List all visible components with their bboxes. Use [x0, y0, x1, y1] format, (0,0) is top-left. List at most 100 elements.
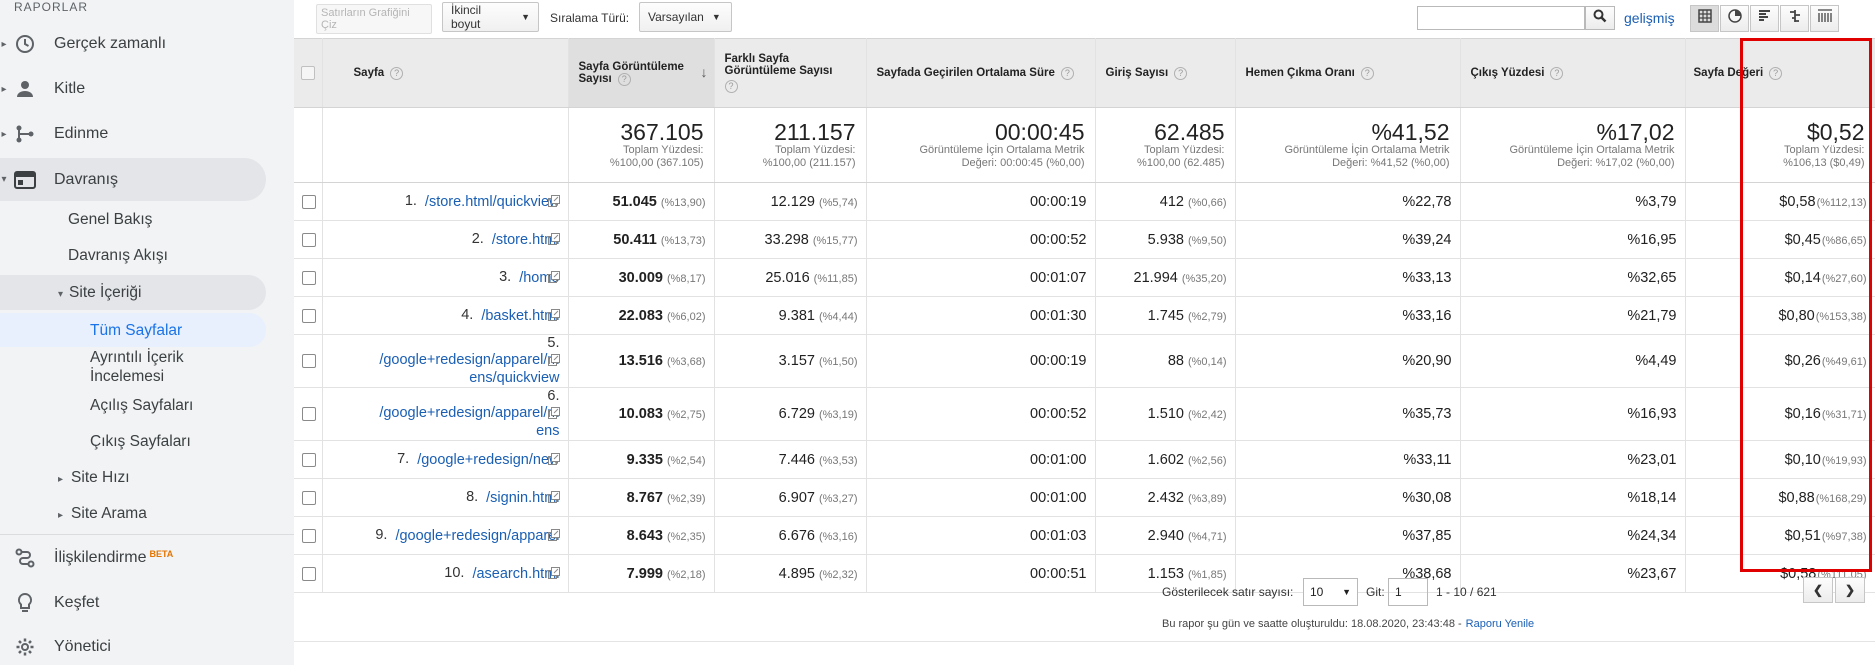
advanced-filter-link[interactable]: gelişmiş	[1624, 10, 1675, 26]
goto-page-input[interactable]: 1	[1388, 578, 1428, 606]
row-checkbox[interactable]	[302, 232, 316, 247]
page-cell: 10. /asearch.html	[322, 554, 569, 593]
page-value: $0,45	[1784, 231, 1821, 248]
refresh-report-link[interactable]: Raporu Yenile	[1465, 618, 1535, 630]
page-link[interactable]: /google+redesign/apparel/mens/quickview	[379, 352, 560, 386]
open-page-icon[interactable]	[547, 566, 560, 583]
column-header-entrances[interactable]: Giriş Sayısı?	[1095, 38, 1236, 108]
page-value-cell: $0,16(%31,71)	[1685, 387, 1875, 441]
row-checkbox[interactable]	[302, 452, 316, 467]
help-icon[interactable]: ?	[1769, 66, 1783, 80]
page-link[interactable]: /asearch.html	[472, 565, 560, 582]
open-page-icon[interactable]	[547, 452, 560, 469]
exit-pct-cell: %23,01	[1460, 440, 1686, 479]
performance-view-button[interactable]	[1750, 5, 1779, 32]
page-link[interactable]: /google+redesign/apparel/mens	[379, 405, 560, 439]
column-header-page[interactable]: Sayfa?	[322, 38, 569, 108]
page-value-pct: (%153,38)	[1815, 310, 1867, 323]
sidebar-item-content-drilldown[interactable]: Ayrıntılı İçerik İncelemesi	[90, 349, 184, 385]
column-header-pageviews[interactable]: Sayfa Görüntüleme Sayısı? ↓	[568, 38, 715, 108]
entrances-pct: (%2,42)	[1187, 409, 1227, 421]
report-table-container: Sayfa? Sayfa Görüntüleme Sayısı? ↓ Farklı…	[294, 38, 1875, 593]
open-page-icon[interactable]	[547, 528, 560, 545]
page-link[interactable]: /google+redesign/apparel	[395, 527, 560, 544]
row-checkbox-cell	[294, 387, 323, 441]
sidebar-item-site-speed[interactable]: ▸ Site Hızı	[58, 468, 130, 489]
sidebar-item-all-pages[interactable]: Tüm Sayfalar	[0, 313, 266, 347]
entrances-cell: 2.940 (%4,71)	[1095, 516, 1236, 555]
sidebar-item-realtime[interactable]: ▸ Gerçek zamanlı	[0, 24, 294, 64]
row-checkbox-cell	[294, 334, 323, 388]
help-icon[interactable]: ?	[390, 66, 404, 80]
sidebar-item-behavior-flow[interactable]: Davranış Akışı	[68, 247, 168, 264]
page-link[interactable]: /store.html	[491, 231, 560, 248]
column-header-label: Hemen Çıkma Oranı	[1245, 66, 1355, 79]
sidebar-item-behavior[interactable]: ▾ Davranış	[0, 158, 266, 201]
sidebar-item-landing-pages[interactable]: Açılış Sayfaları	[90, 397, 194, 414]
column-header-page-value[interactable]: Sayfa Değeri?	[1685, 38, 1875, 108]
column-header-unique-pageviews[interactable]: Farklı Sayfa Görüntüleme Sayısı?	[714, 38, 867, 108]
sidebar-item-audience[interactable]: ▸ Kitle	[0, 69, 294, 109]
open-page-icon[interactable]	[547, 490, 560, 507]
pageviews-cell: 13.516 (%3,68)	[568, 334, 715, 388]
column-header-bounce-rate[interactable]: Hemen Çıkma Oranı?	[1235, 38, 1461, 108]
pie-view-button[interactable]	[1720, 5, 1749, 32]
help-icon[interactable]: ?	[724, 80, 738, 93]
sidebar-item-attribution[interactable]: İlişkilendirme BETA	[0, 538, 294, 578]
comparison-view-button[interactable]	[1780, 5, 1809, 32]
row-checkbox[interactable]	[302, 194, 316, 209]
help-icon[interactable]: ?	[1550, 66, 1564, 80]
row-checkbox[interactable]	[302, 270, 316, 285]
search-button[interactable]	[1585, 6, 1615, 30]
row-checkbox[interactable]	[302, 308, 316, 323]
total-page-value: $0,52 Toplam Yüzdesi: %106,13 ($0,49)	[1685, 107, 1875, 183]
page-link[interactable]: /basket.html	[481, 307, 560, 324]
open-page-icon[interactable]	[547, 270, 560, 287]
page-link[interactable]: /store.html/quickview	[424, 193, 560, 210]
sidebar-item-site-search[interactable]: ▸ Site Arama	[58, 504, 147, 525]
sidebar-item-label: Site Arama	[71, 505, 147, 522]
open-page-icon[interactable]	[547, 232, 560, 249]
rows-per-page-select[interactable]: 10 ▼	[1303, 578, 1358, 606]
row-checkbox[interactable]	[302, 528, 316, 543]
entrances-value: 1.745	[1147, 307, 1184, 324]
caret-right-icon: ▸	[1, 83, 7, 95]
unique-pageviews-value: 6.676	[778, 527, 815, 544]
secondary-dimension-dropdown[interactable]: İkincil boyut ▼	[442, 2, 539, 32]
column-header-label: Sayfada Geçirilen Ortalama Süre	[876, 66, 1055, 79]
total-label: Görüntüleme İçin Ortalama Metrik	[919, 144, 1085, 156]
table-view-button[interactable]	[1690, 5, 1719, 32]
sidebar-item-overview[interactable]: Genel Bakış	[68, 211, 153, 228]
row-checkbox[interactable]	[302, 354, 316, 369]
column-header-exit-pct[interactable]: Çıkış Yüzdesi?	[1460, 38, 1686, 108]
next-page-button[interactable]: ❯	[1835, 577, 1865, 603]
open-page-icon[interactable]	[547, 308, 560, 325]
plot-rows-button[interactable]: Satırların Grafiğini Çiz	[316, 4, 432, 34]
sidebar-item-discover[interactable]: Keşfet	[0, 583, 294, 623]
previous-page-button[interactable]: ❮	[1803, 577, 1833, 603]
pivot-view-button[interactable]	[1810, 5, 1839, 32]
sidebar-item-exit-pages[interactable]: Çıkış Sayfaları	[90, 433, 191, 450]
sort-type-dropdown[interactable]: Varsayılan ▼	[639, 2, 732, 32]
help-icon[interactable]: ?	[1174, 66, 1188, 80]
help-icon[interactable]: ?	[1060, 66, 1074, 80]
help-icon[interactable]: ?	[617, 72, 631, 86]
select-all-checkbox[interactable]	[300, 66, 315, 80]
open-page-icon[interactable]	[547, 407, 560, 423]
sidebar-item-acquisition[interactable]: ▸ Edinme	[0, 114, 294, 154]
row-checkbox[interactable]	[302, 490, 316, 505]
pageviews-value: 30.009	[618, 269, 663, 286]
entrances-cell: 21.994 (%35,20)	[1095, 258, 1236, 297]
sidebar-item-site-content[interactable]: ▾ Site İçeriği	[0, 275, 266, 310]
open-page-icon[interactable]	[547, 194, 560, 211]
row-checkbox[interactable]	[302, 407, 316, 422]
column-header-avg-time[interactable]: Sayfada Geçirilen Ortalama Süre?	[866, 38, 1096, 108]
page-link[interactable]: /signin.html	[486, 489, 560, 506]
row-checkbox[interactable]	[302, 566, 316, 581]
sidebar-item-admin[interactable]: Yönetici	[0, 627, 294, 665]
chevron-down-icon: ▼	[1342, 587, 1351, 597]
page-link[interactable]: /google+redesign/new	[417, 451, 560, 468]
help-icon[interactable]: ?	[1360, 66, 1374, 80]
table-search-input[interactable]	[1417, 6, 1585, 30]
open-page-icon[interactable]	[547, 354, 560, 370]
